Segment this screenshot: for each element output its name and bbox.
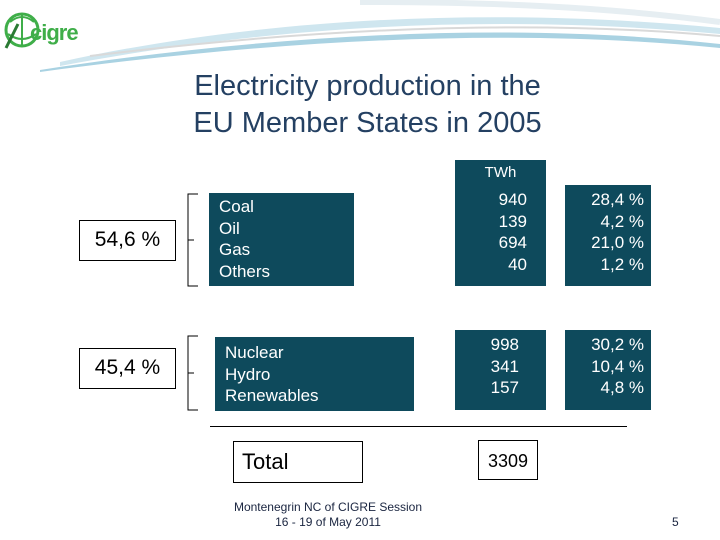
pct-coal: 28,4 % bbox=[591, 190, 644, 209]
total-label: Total bbox=[233, 441, 363, 483]
categories-group2: Nuclear Hydro Renewables bbox=[215, 337, 414, 411]
total-separator-line bbox=[210, 426, 615, 427]
twh-hydro: 341 bbox=[490, 356, 519, 376]
twh-gas: 694 bbox=[498, 233, 527, 252]
category-renewables: Renewables bbox=[225, 386, 319, 405]
twh-renewables: 157 bbox=[490, 378, 519, 397]
share-group2: 45,4 % bbox=[79, 348, 176, 389]
pct-oil: 4,2 % bbox=[600, 211, 644, 231]
pct-renewables: 4,8 % bbox=[600, 378, 644, 397]
share-group1: 54,6 % bbox=[79, 220, 176, 261]
twh-oil: 139 bbox=[498, 211, 527, 231]
category-nuclear: Nuclear bbox=[225, 343, 284, 362]
total-value: 3309 bbox=[478, 440, 538, 480]
pct-values-group2: 30,2 % 10,4 % 4,8 % bbox=[565, 330, 651, 410]
category-hydro: Hydro bbox=[225, 364, 271, 384]
twh-coal: 940 bbox=[498, 190, 527, 209]
logo-text: cigre bbox=[30, 20, 79, 45]
cigre-logo: cigre bbox=[2, 4, 82, 56]
footer: Montenegrin NC of CIGRE Session 16 - 19 … bbox=[228, 500, 428, 530]
pct-hydro: 10,4 % bbox=[591, 356, 644, 376]
globe-icon bbox=[4, 12, 40, 49]
bracket-group2 bbox=[187, 335, 198, 411]
footer-line-1: Montenegrin NC of CIGRE Session bbox=[233, 500, 423, 514]
twh-values-group1: 940 139 694 40 bbox=[455, 189, 527, 285]
title-line-2: EU Member States in 2005 bbox=[193, 107, 542, 139]
total-separator-tick bbox=[615, 426, 627, 427]
twh-column-group1 bbox=[455, 160, 546, 286]
bracket-group1 bbox=[187, 193, 198, 287]
twh-nuclear: 998 bbox=[490, 335, 519, 354]
categories-group1: Coal Oil Gas Others bbox=[209, 193, 354, 286]
pct-gas: 21,0 % bbox=[591, 233, 644, 252]
page-number: 5 bbox=[672, 515, 679, 529]
category-gas: Gas bbox=[219, 240, 251, 259]
pct-nuclear: 30,2 % bbox=[591, 335, 644, 354]
pct-values-group1: 28,4 % 4,2 % 21,0 % 1,2 % bbox=[565, 185, 651, 286]
category-others: Others bbox=[219, 261, 271, 281]
unit-label: TWh bbox=[484, 164, 517, 181]
category-oil: Oil bbox=[219, 218, 240, 238]
pct-others: 1,2 % bbox=[600, 254, 644, 274]
header-swoosh bbox=[40, 0, 720, 72]
title-line-1: Electricity production in the bbox=[194, 70, 541, 102]
twh-values-group2: 998 341 157 bbox=[455, 330, 546, 410]
twh-others: 40 bbox=[508, 254, 527, 274]
slide-title: Electricity production in the EU Member … bbox=[100, 68, 635, 142]
category-coal: Coal bbox=[219, 197, 254, 216]
footer-line-2: 16 - 19 of May 2011 bbox=[275, 515, 381, 529]
